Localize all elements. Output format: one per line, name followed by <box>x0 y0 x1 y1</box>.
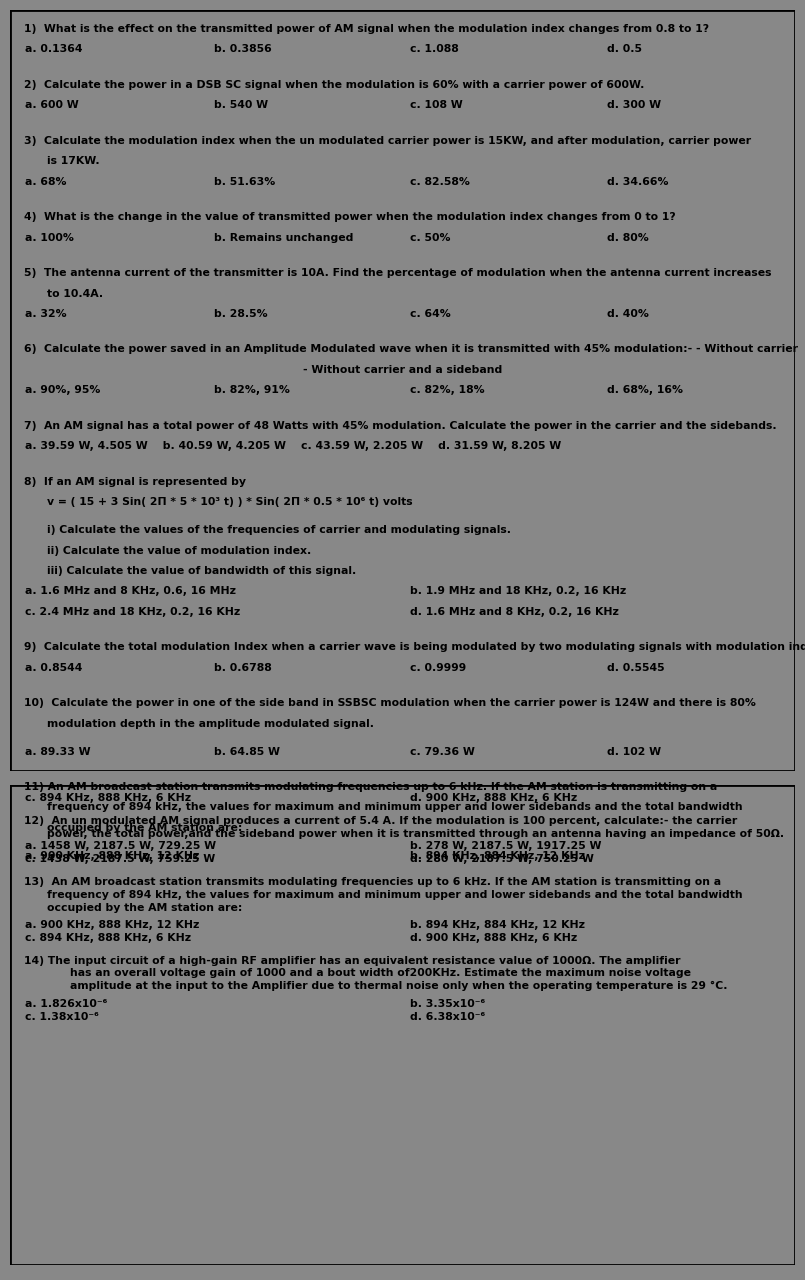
Text: modulation depth in the amplitude modulated signal.: modulation depth in the amplitude modula… <box>47 718 374 728</box>
Text: c. 0.9999: c. 0.9999 <box>411 663 467 672</box>
Text: c. 64%: c. 64% <box>411 308 451 319</box>
Text: c. 82.58%: c. 82.58% <box>411 177 470 187</box>
Text: b. 3.35x10⁻⁶: b. 3.35x10⁻⁶ <box>411 998 485 1009</box>
Text: c. 1438 W, 2187.5 W, 759.25 W: c. 1438 W, 2187.5 W, 759.25 W <box>26 854 216 864</box>
Text: b. 278 W, 2187.5 W, 1917.25 W: b. 278 W, 2187.5 W, 1917.25 W <box>411 841 602 851</box>
Text: d. 6.38x10⁻⁶: d. 6.38x10⁻⁶ <box>411 1011 485 1021</box>
Text: b. 1.9 MHz and 18 KHz, 0.2, 16 KHz: b. 1.9 MHz and 18 KHz, 0.2, 16 KHz <box>411 586 626 596</box>
Text: 10)  Calculate the power in one of the side band in SSBSC modulation when the ca: 10) Calculate the power in one of the si… <box>24 698 756 708</box>
Text: ii) Calculate the value of modulation index.: ii) Calculate the value of modulation in… <box>47 545 312 556</box>
Text: a. 0.8544: a. 0.8544 <box>26 663 83 672</box>
Text: 2)  Calculate the power in a DSB SC signal when the modulation is 60% with a car: 2) Calculate the power in a DSB SC signa… <box>24 79 644 90</box>
Text: d. 1.6 MHz and 8 KHz, 0.2, 16 KHz: d. 1.6 MHz and 8 KHz, 0.2, 16 KHz <box>411 607 619 617</box>
Text: 7)  An AM signal has a total power of 48 Watts with 45% modulation. Calculate th: 7) An AM signal has a total power of 48 … <box>24 421 777 431</box>
Text: b. Remains unchanged: b. Remains unchanged <box>214 233 353 242</box>
Text: d. 68%, 16%: d. 68%, 16% <box>607 385 683 396</box>
Text: power, the total power,and the sideband power when it is transmitted through an : power, the total power,and the sideband … <box>47 828 785 838</box>
Text: c. 79.36 W: c. 79.36 W <box>411 746 475 756</box>
Text: c. 108 W: c. 108 W <box>411 100 463 110</box>
Text: occupied by the AM station are:: occupied by the AM station are: <box>47 823 243 833</box>
Text: iii) Calculate the value of bandwidth of this signal.: iii) Calculate the value of bandwidth of… <box>47 566 357 576</box>
Text: a. 39.59 W, 4.505 W    b. 40.59 W, 4.205 W    c. 43.59 W, 2.205 W    d. 31.59 W,: a. 39.59 W, 4.505 W b. 40.59 W, 4.205 W … <box>26 442 562 451</box>
Text: b. 894 KHz, 884 KHz, 12 KHz: b. 894 KHz, 884 KHz, 12 KHz <box>411 920 585 931</box>
Text: c. 1.38x10⁻⁶: c. 1.38x10⁻⁶ <box>26 1011 99 1021</box>
Text: b. 51.63%: b. 51.63% <box>214 177 275 187</box>
Text: b. 894 KHz, 884 KHz, 12 KHz: b. 894 KHz, 884 KHz, 12 KHz <box>411 851 585 861</box>
Text: occupied by the AM station are:: occupied by the AM station are: <box>47 902 243 913</box>
Text: a. 100%: a. 100% <box>26 233 74 242</box>
Text: d. 34.66%: d. 34.66% <box>607 177 668 187</box>
Text: d. 0.5545: d. 0.5545 <box>607 663 664 672</box>
Text: has an overall voltage gain of 1000 and a bout width of200KHz. Estimate the maxi: has an overall voltage gain of 1000 and … <box>56 969 691 978</box>
Text: c. 1.088: c. 1.088 <box>411 45 459 54</box>
Text: frequency of 894 kHz, the values for maximum and minimum upper and lower sideban: frequency of 894 kHz, the values for max… <box>47 803 743 813</box>
Text: c. 894 KHz, 888 KHz, 6 KHz: c. 894 KHz, 888 KHz, 6 KHz <box>26 794 192 804</box>
Text: c. 50%: c. 50% <box>411 233 451 242</box>
Text: - Without carrier and a sideband: - Without carrier and a sideband <box>303 365 502 375</box>
Text: c. 894 KHz, 888 KHz, 6 KHz: c. 894 KHz, 888 KHz, 6 KHz <box>26 933 192 943</box>
Text: d. 900 KHz, 888 KHz, 6 KHz: d. 900 KHz, 888 KHz, 6 KHz <box>411 794 578 804</box>
Text: d. 80%: d. 80% <box>607 233 649 242</box>
Text: amplitude at the input to the Amplifier due to thermal noise only when the opera: amplitude at the input to the Amplifier … <box>56 982 728 991</box>
Text: b. 540 W: b. 540 W <box>214 100 268 110</box>
Text: d. 900 KHz, 888 KHz, 6 KHz: d. 900 KHz, 888 KHz, 6 KHz <box>411 933 578 943</box>
Text: a. 89.33 W: a. 89.33 W <box>26 746 91 756</box>
Text: a. 900 KHz, 888 KHz, 12 KHz: a. 900 KHz, 888 KHz, 12 KHz <box>26 920 200 931</box>
Text: a. 1.6 MHz and 8 KHz, 0.6, 16 MHz: a. 1.6 MHz and 8 KHz, 0.6, 16 MHz <box>26 586 237 596</box>
Text: a. 600 W: a. 600 W <box>26 100 79 110</box>
Text: c. 82%, 18%: c. 82%, 18% <box>411 385 485 396</box>
Text: a. 90%, 95%: a. 90%, 95% <box>26 385 101 396</box>
Text: i) Calculate the values of the frequencies of carrier and modulating signals.: i) Calculate the values of the frequenci… <box>47 525 511 535</box>
Text: is 17KW.: is 17KW. <box>47 156 100 166</box>
Text: a. 1458 W, 2187.5 W, 729.25 W: a. 1458 W, 2187.5 W, 729.25 W <box>26 841 217 851</box>
Text: 11) An AM broadcast station transmits modulating frequencies up to 6 kHz. If the: 11) An AM broadcast station transmits mo… <box>24 782 717 792</box>
Text: d. 280 W, 2187.5 W, 750.25 W: d. 280 W, 2187.5 W, 750.25 W <box>411 854 594 864</box>
Text: to 10.4A.: to 10.4A. <box>47 288 104 298</box>
Text: 13)  An AM broadcast station transmits modulating frequencies up to 6 kHz. If th: 13) An AM broadcast station transmits mo… <box>24 877 721 887</box>
Text: 1)  What is the effect on the transmitted power of AM signal when the modulation: 1) What is the effect on the transmitted… <box>24 24 709 35</box>
Text: a. 0.1364: a. 0.1364 <box>26 45 83 54</box>
Text: b. 64.85 W: b. 64.85 W <box>214 746 280 756</box>
Text: 3)  Calculate the modulation index when the un modulated carrier power is 15KW, : 3) Calculate the modulation index when t… <box>24 136 751 146</box>
Text: d. 102 W: d. 102 W <box>607 746 661 756</box>
Text: d. 0.5: d. 0.5 <box>607 45 642 54</box>
Text: 5)  The antenna current of the transmitter is 10A. Find the percentage of modula: 5) The antenna current of the transmitte… <box>24 268 771 278</box>
Text: a. 1.826x10⁻⁶: a. 1.826x10⁻⁶ <box>26 998 108 1009</box>
Text: b. 0.6788: b. 0.6788 <box>214 663 271 672</box>
Text: a. 68%: a. 68% <box>26 177 67 187</box>
Text: c. 2.4 MHz and 18 KHz, 0.2, 16 KHz: c. 2.4 MHz and 18 KHz, 0.2, 16 KHz <box>26 607 241 617</box>
Text: d. 40%: d. 40% <box>607 308 649 319</box>
Text: 12)  An un modulated AM signal produces a current of 5.4 A. If the modulation is: 12) An un modulated AM signal produces a… <box>24 815 737 826</box>
Text: 6)  Calculate the power saved in an Amplitude Modulated wave when it is transmit: 6) Calculate the power saved in an Ampli… <box>24 344 798 355</box>
Text: b. 82%, 91%: b. 82%, 91% <box>214 385 290 396</box>
Text: b. 0.3856: b. 0.3856 <box>214 45 271 54</box>
Text: b. 28.5%: b. 28.5% <box>214 308 267 319</box>
Text: 9)  Calculate the total modulation Index when a carrier wave is being modulated : 9) Calculate the total modulation Index … <box>24 643 805 653</box>
Text: a. 32%: a. 32% <box>26 308 67 319</box>
Text: 4)  What is the change in the value of transmitted power when the modulation ind: 4) What is the change in the value of tr… <box>24 212 675 223</box>
Text: 14) The input circuit of a high-gain RF amplifier has an equivalent resistance v: 14) The input circuit of a high-gain RF … <box>24 956 680 965</box>
Text: v = ( 15 + 3 Sin( 2Π * 5 * 10³ t) ) * Sin( 2Π * 0.5 * 10⁶ t) volts: v = ( 15 + 3 Sin( 2Π * 5 * 10³ t) ) * Si… <box>47 497 413 507</box>
Text: 8)  If an AM signal is represented by: 8) If an AM signal is represented by <box>24 476 246 486</box>
Text: d. 300 W: d. 300 W <box>607 100 661 110</box>
Text: frequency of 894 kHz, the values for maximum and minimum upper and lower sideban: frequency of 894 kHz, the values for max… <box>47 890 743 900</box>
Text: a. 900 KHz, 888 KHz, 12 KHz: a. 900 KHz, 888 KHz, 12 KHz <box>26 851 200 861</box>
